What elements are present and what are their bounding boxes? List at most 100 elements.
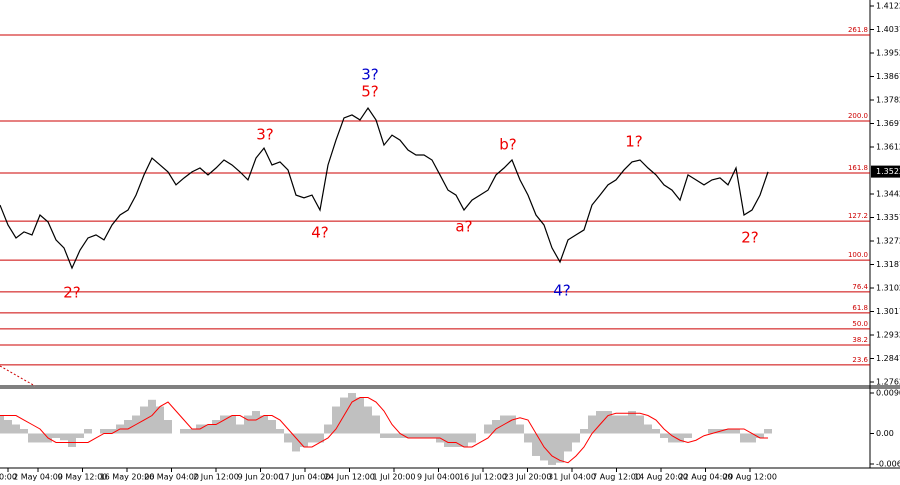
fibo-level-label: 127.2	[848, 212, 868, 220]
histogram-bar	[164, 420, 172, 434]
histogram-bar	[652, 428, 660, 434]
wave-label: 4?	[311, 224, 329, 242]
histogram-bar	[532, 433, 540, 456]
histogram-bar	[548, 433, 556, 465]
wave-label: 4?	[553, 282, 571, 300]
fibo-level-label: 61.8	[852, 304, 868, 312]
histogram-bar	[508, 415, 516, 434]
histogram-bar	[100, 428, 108, 434]
histogram-bar	[604, 411, 612, 434]
histogram-bar	[244, 415, 252, 434]
histogram-bar	[764, 428, 772, 434]
histogram-bar	[660, 433, 668, 438]
histogram-bar	[76, 433, 84, 438]
histogram-bar	[420, 433, 428, 438]
histogram-bar	[212, 420, 220, 434]
histogram-bar	[52, 433, 60, 438]
histogram-bar	[276, 428, 284, 434]
histogram-bar	[364, 406, 372, 434]
y-tick-label: 1.3102	[876, 284, 900, 293]
histogram-bar	[580, 428, 588, 434]
y-tick-label: 1.3612	[876, 143, 900, 152]
histogram-bar	[68, 433, 76, 447]
histogram-bar	[228, 415, 236, 434]
histogram-bar	[284, 433, 292, 443]
x-tick-label: 24 Jun 12:00	[324, 473, 375, 482]
histogram-bar	[628, 411, 636, 434]
x-tick-label: 7 Aug 12:00	[592, 473, 641, 482]
x-tick-label: 17 Jun 04:00	[280, 473, 331, 482]
histogram-bar	[404, 433, 412, 438]
y-tick-label: 1.3272	[876, 237, 900, 246]
y-tick-label: 1.3782	[876, 96, 900, 105]
x-tick-label: 16 Jul 12:00	[459, 473, 507, 482]
y-tick-label: 1.3867	[876, 72, 900, 81]
wave-label: 2?	[741, 229, 759, 247]
histogram-bar	[108, 428, 116, 434]
last-price-label: 1.3523	[876, 167, 900, 176]
histogram-bar	[372, 415, 380, 434]
x-tick-label: 31 Jul 04:00	[548, 473, 596, 482]
histogram-bar	[356, 397, 364, 434]
wave-label: 2?	[63, 284, 81, 302]
histogram-bar	[444, 433, 452, 447]
x-tick-label: 9 May 12:00	[58, 473, 108, 482]
fibo-level-label: 161.8	[848, 164, 868, 172]
histogram-bar	[316, 433, 324, 443]
histogram-bar	[668, 433, 676, 443]
histogram-bar	[708, 428, 716, 434]
histogram-bar	[612, 415, 620, 434]
x-tick-label: 29 Aug 12:00	[723, 473, 777, 482]
histogram-bar	[524, 433, 532, 443]
y-tick-label: 1.2847	[876, 354, 900, 363]
wave-label: 3?	[256, 126, 274, 144]
x-tick-label: 14 Aug 20:00	[634, 473, 688, 482]
histogram-bar	[620, 415, 628, 434]
histogram-bar	[260, 415, 268, 434]
y-tick-label: 1.3187	[876, 260, 900, 269]
histogram-bar	[180, 428, 188, 434]
x-tick-label: 23 Jul 20:00	[504, 473, 552, 482]
histogram-bar	[292, 433, 300, 452]
histogram-bar	[252, 411, 260, 434]
wave-label: b?	[499, 136, 516, 154]
last-price-box	[871, 165, 900, 178]
fibo-level-label: 50.0	[852, 320, 868, 328]
y-tick-label: 1.3357	[876, 213, 900, 222]
x-tick-label: 26 May 04:00	[144, 473, 199, 482]
histogram-bar	[348, 393, 356, 434]
fibo-base-line	[0, 365, 36, 387]
histogram-bar	[4, 420, 12, 434]
x-tick-label: 0:00	[0, 473, 17, 482]
histogram-bar	[492, 420, 500, 434]
price-line	[0, 106, 769, 270]
histogram-bar	[188, 428, 196, 434]
histogram-bar	[748, 433, 756, 443]
y-tick-label: 0.00901	[876, 389, 900, 398]
histogram-bar	[644, 424, 652, 434]
histogram-bar	[516, 424, 524, 434]
x-tick-label: 16 May 20:00	[100, 473, 155, 482]
histogram-bar	[596, 411, 604, 434]
y-tick-label: 1.4122	[876, 2, 900, 11]
histogram-bar	[36, 433, 44, 443]
histogram-bar	[388, 433, 396, 438]
x-tick-label: 9 Jul 04:00	[417, 473, 460, 482]
histogram-bar	[588, 415, 596, 434]
histogram-bar	[308, 433, 316, 443]
histogram-bar	[332, 406, 340, 434]
histogram-bar	[20, 428, 28, 434]
y-tick-label: 1.3017	[876, 307, 900, 316]
histogram-bar	[572, 433, 580, 443]
histogram-bar	[756, 433, 764, 438]
wave-label: 1?	[625, 133, 643, 151]
wave-label: 5?	[361, 83, 379, 101]
y-tick-label: 0.00	[876, 429, 894, 438]
x-tick-label: 1 Jul 20:00	[373, 473, 416, 482]
histogram-bar	[60, 433, 68, 441]
signal-line	[0, 397, 768, 464]
y-tick-label: -0.00679	[876, 460, 900, 469]
histogram-bar	[452, 433, 460, 447]
